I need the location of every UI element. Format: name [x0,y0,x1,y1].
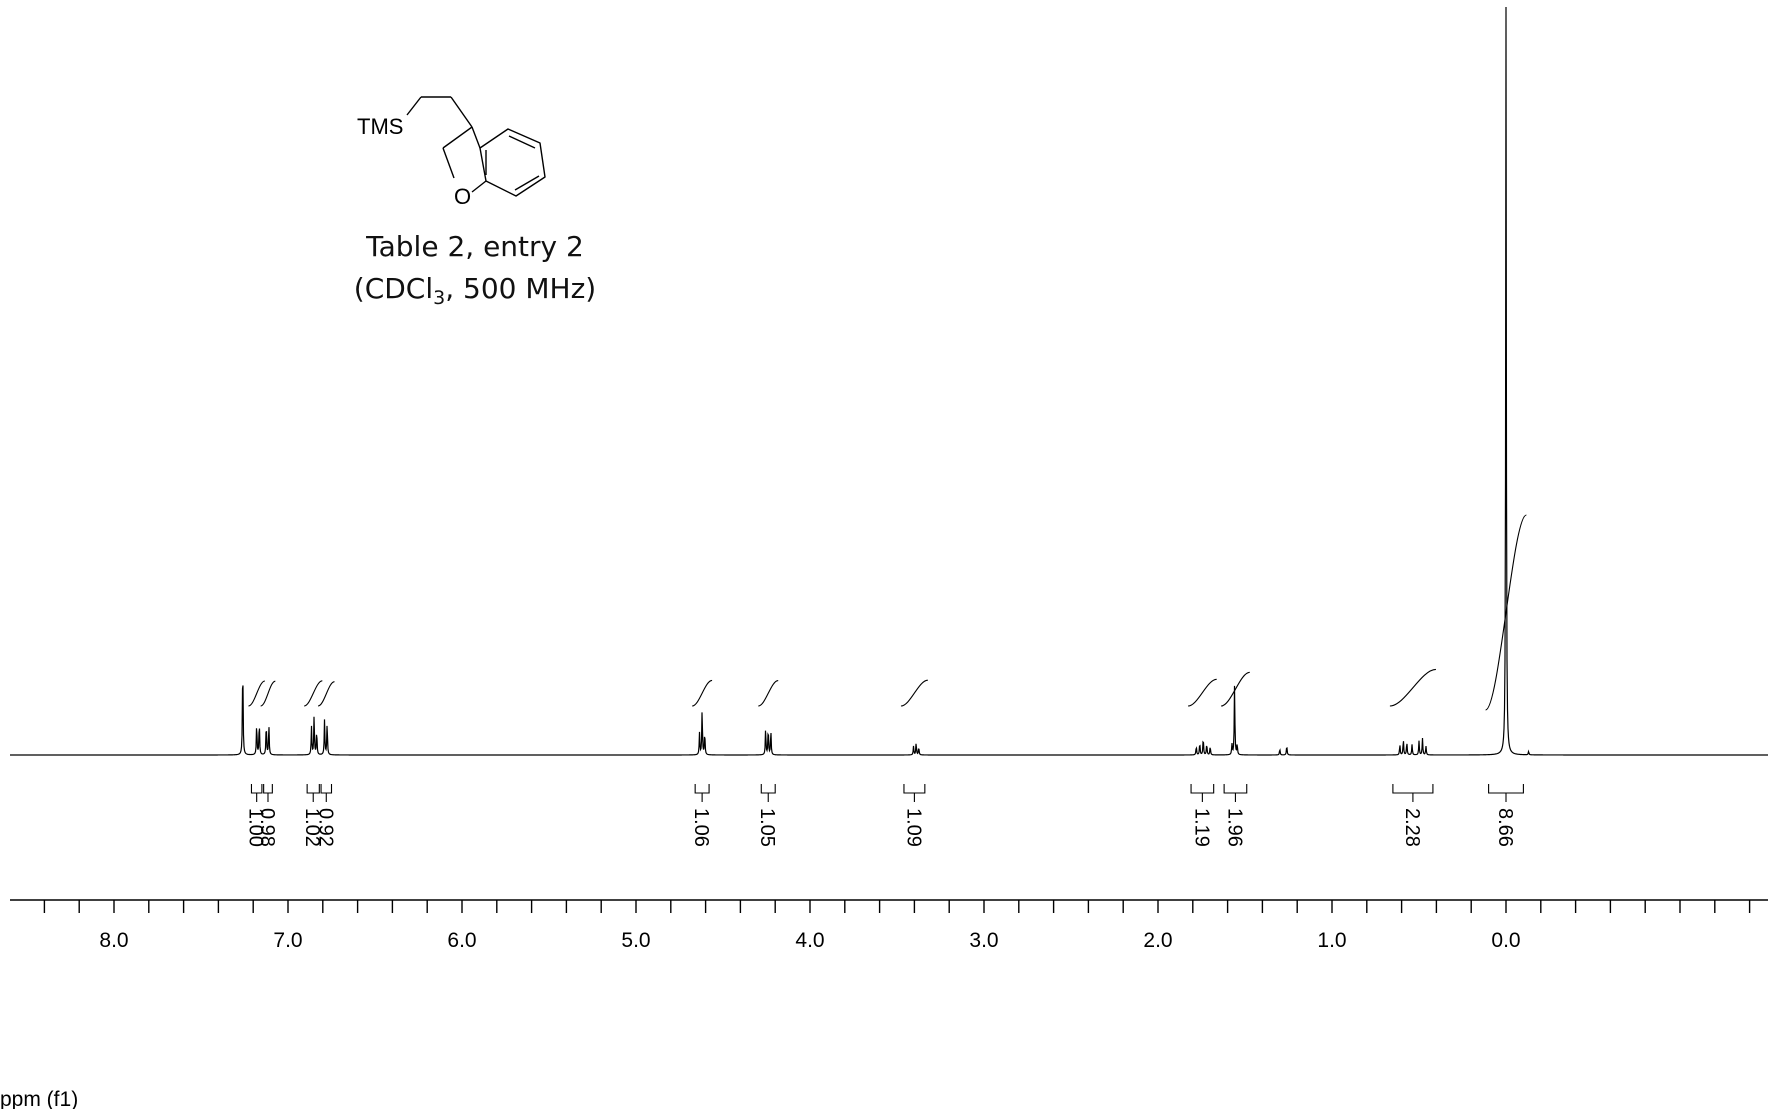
subtitle-suffix: , 500 MHz) [445,272,597,305]
aromatic-double-bond [508,135,536,149]
x-tick-label: 6.0 [447,929,476,952]
integral-value: 1.05 [756,808,778,847]
integral-bracket [760,784,776,802]
x-tick-label: 8.0 [99,929,128,952]
integral-curve [303,680,323,707]
tms-label: TMS [357,114,403,139]
integral-value: 2.28 [1401,808,1423,847]
integral-bracket [263,784,273,802]
bond [442,126,473,149]
x-tick-label: 7.0 [273,929,302,952]
integral-curve [260,680,276,707]
integral-bracket [1488,784,1524,802]
integral-value: 1.02 [301,808,323,847]
integral-curve [900,679,928,707]
integral-bracket [306,784,320,802]
chart-subtitle: (CDCl3, 500 MHz) [340,272,610,309]
integral-bracket [250,784,263,802]
integral-curve [1187,678,1217,707]
subtitle-subscript: 3 [433,287,446,309]
aromatic-double-bond [514,175,540,191]
integral-value: 1.06 [690,808,712,847]
integral-value: 1.00 [245,808,267,847]
bond [442,147,455,179]
integral-curve [691,679,713,707]
integral-value: 1.96 [1223,808,1245,847]
integral-curve [317,681,335,707]
x-tick-label: 0.0 [1491,929,1520,952]
integral-bracket [694,784,710,802]
integral-value: 0.92 [314,808,336,847]
x-tick-label: 3.0 [969,929,998,952]
integral-curve [1389,668,1437,707]
x-tick-label: 4.0 [795,929,824,952]
integral-value: 1.19 [1190,808,1212,847]
bond [471,180,487,193]
integral-bracket [1392,784,1434,802]
integral-bracket [903,784,926,802]
integral-curve [758,680,779,707]
x-axis-label: ppm (f1) [0,1088,78,1109]
integral-value: 8.66 [1494,808,1516,847]
bond [450,96,473,128]
integral-curve [1485,514,1527,711]
chart-title: Table 2, entry 2 [366,230,584,263]
integral-curve [1220,671,1250,707]
benzene-ring [479,128,546,197]
integral-bracket [1190,784,1215,802]
integral-curve [248,680,266,707]
integral-value: 1.09 [902,808,924,847]
x-tick-label: 2.0 [1143,929,1172,952]
chemical-structure [406,96,546,197]
subtitle-prefix: (CDCl [353,272,434,305]
spectrum-trace [10,6,1768,756]
integral-bracket [1223,784,1248,802]
oxygen-label: O [454,184,471,209]
x-tick-label: 1.0 [1317,929,1346,952]
integral-value: 0.98 [256,808,278,847]
x-tick-label: 5.0 [621,929,650,952]
bond [471,126,481,149]
bond [406,96,422,116]
integral-bracket [320,784,333,802]
